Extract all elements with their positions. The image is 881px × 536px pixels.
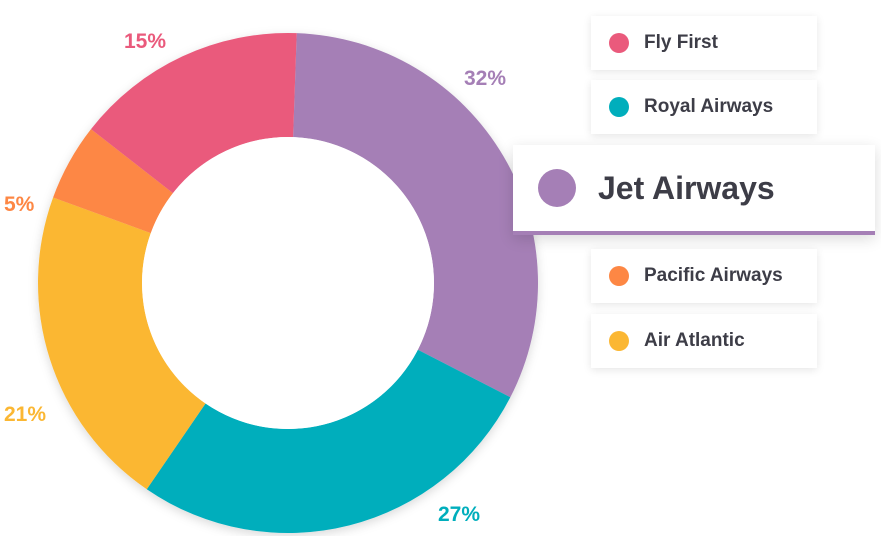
legend-item-fly-first[interactable]: Fly First — [591, 16, 817, 70]
donut-ring — [38, 32, 538, 534]
legend-dot-fly-first — [609, 33, 629, 53]
slice-pacific-airways[interactable] — [53, 129, 173, 234]
legend-item-jet-airways[interactable]: Jet Airways — [513, 145, 875, 235]
slice-jet-airways[interactable] — [293, 33, 538, 398]
legend-item-pacific-airways[interactable]: Pacific Airways — [591, 249, 817, 303]
label-jet-airways: 32% — [464, 67, 507, 90]
legend-dot-pacific-airways — [609, 266, 629, 286]
slice-royal-airways[interactable] — [146, 349, 511, 534]
label-air-atlantic: 21% — [4, 403, 47, 426]
legend-item-royal-airways[interactable]: Royal Airways — [591, 80, 817, 134]
legend-label-fly-first: Fly First — [644, 32, 718, 53]
donut-hole — [142, 137, 434, 429]
slice-air-atlantic[interactable] — [38, 197, 206, 490]
label-pacific-airways: 5% — [4, 193, 35, 216]
legend-label-jet-airways: Jet Airways — [598, 169, 775, 206]
label-royal-airways: 27% — [438, 503, 481, 526]
legend-item-air-atlantic[interactable]: Air Atlantic — [591, 314, 817, 368]
legend-label-air-atlantic: Air Atlantic — [644, 330, 745, 351]
legend-label-pacific-airways: Pacific Airways — [644, 265, 783, 286]
legend-dot-jet-airways — [538, 169, 576, 207]
legend-dot-air-atlantic — [609, 331, 629, 351]
legend-label-royal-airways: Royal Airways — [644, 96, 774, 117]
label-fly-first: 15% — [124, 30, 167, 53]
slice-fly-first[interactable] — [90, 32, 297, 194]
legend-dot-royal-airways — [609, 97, 629, 117]
donut-chart — [38, 32, 538, 534]
